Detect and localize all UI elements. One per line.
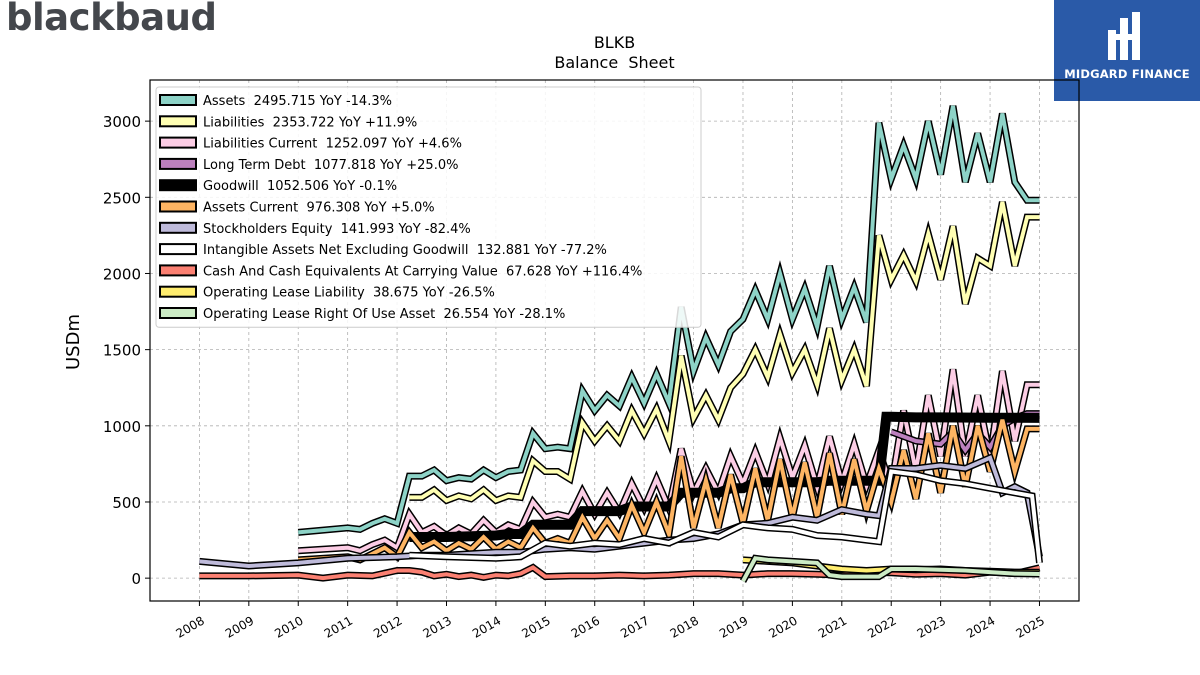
x-tick-label: 2018: [668, 613, 701, 640]
x-tick-label: 2010: [272, 613, 305, 640]
legend-swatch: [159, 157, 197, 170]
legend-swatch: [159, 94, 197, 106]
y-tick-label: 3000: [103, 113, 141, 131]
y-tick-label: 1000: [103, 418, 141, 436]
x-tick-label: 2013: [421, 613, 454, 640]
series-line-core: [298, 369, 1040, 553]
legend-entry: Cash And Cash Equivalents At Carrying Va…: [203, 264, 642, 279]
legend-entry: Intangible Assets Net Excluding Goodwill…: [203, 243, 607, 258]
legend-swatch: [159, 115, 197, 128]
legend-entry: Operating Lease Liability 38.675 YoY -26…: [203, 286, 495, 301]
x-tick-label: 2016: [569, 613, 602, 640]
legend-entry: Liabilities 2353.722 YoY +11.9%: [203, 115, 417, 130]
legend-entry: Stockholders Equity 141.993 YoY -82.4%: [203, 222, 471, 237]
series-2-line: [409, 201, 1040, 505]
x-tick-label: 2017: [618, 613, 651, 640]
series-3-line: [297, 368, 1040, 555]
midgard-finance-badge: MIDGARD FINANCE: [1054, 0, 1200, 101]
y-tick-label: 500: [112, 494, 141, 512]
x-tick-label: 2011: [322, 613, 355, 640]
y-tick-label: 2500: [103, 189, 141, 207]
legend-entry: Assets 2495.715 YoY -14.3%: [203, 94, 392, 109]
chart-title: BLKB: [594, 33, 635, 52]
series-1-line: [297, 105, 1040, 536]
x-tick-label: 2021: [816, 613, 849, 640]
legend-swatch: [159, 285, 197, 298]
x-tick-label: 2019: [717, 613, 750, 640]
legend-swatch: [159, 307, 197, 319]
x-tick-label: 2014: [470, 613, 503, 640]
legend-swatch: [159, 243, 197, 256]
x-tick-label: 2008: [173, 613, 206, 640]
y-tick-label: 2000: [103, 265, 141, 283]
series-line-core: [741, 556, 1040, 583]
plot-frame: [149, 79, 1080, 602]
series-11-line: [739, 554, 1040, 583]
series-8-line: [409, 467, 1043, 564]
legend-entry: Operating Lease Right Of Use Asset 26.55…: [203, 307, 565, 322]
y-tick-label: 1500: [103, 342, 141, 360]
x-tick-label: 2024: [964, 613, 997, 640]
legend-entry: Goodwill 1052.506 YoY -0.1%: [203, 179, 397, 194]
y-axis-label: USDm: [63, 314, 84, 370]
series-line-core: [298, 105, 1040, 535]
series-line-core: [409, 201, 1040, 503]
legend-swatch: [159, 221, 197, 234]
x-tick-label: 2022: [865, 613, 898, 640]
legend-entry: Assets Current 976.308 YoY +5.0%: [203, 201, 435, 216]
x-tick-label: 2009: [223, 613, 256, 640]
midgard-finance-label: MIDGARD FINANCE: [1064, 67, 1190, 81]
legend-swatch: [159, 179, 197, 192]
legend-box: [155, 86, 702, 328]
legend-swatch: [159, 200, 197, 213]
chart-subtitle: Balance Sheet: [554, 53, 674, 72]
x-tick-label: 2023: [915, 613, 948, 640]
x-tick-label: 2020: [766, 613, 799, 640]
legend-entry: Liabilities Current 1252.097 YoY +4.6%: [203, 137, 462, 152]
legend-swatch: [159, 264, 197, 277]
y-tick-label: 0: [131, 570, 141, 588]
blackbaud-logo: blackbaud: [6, 0, 217, 39]
series-line-core: [409, 469, 1042, 564]
midgard-emblem-icon: [1108, 12, 1140, 60]
x-tick-label: 2025: [1014, 613, 1047, 640]
legend-entry: Long Term Debt 1077.818 YoY +25.0%: [203, 158, 458, 173]
legend-swatch: [159, 136, 197, 149]
x-tick-label: 2012: [371, 613, 404, 640]
x-tick-label: 2015: [519, 613, 552, 640]
